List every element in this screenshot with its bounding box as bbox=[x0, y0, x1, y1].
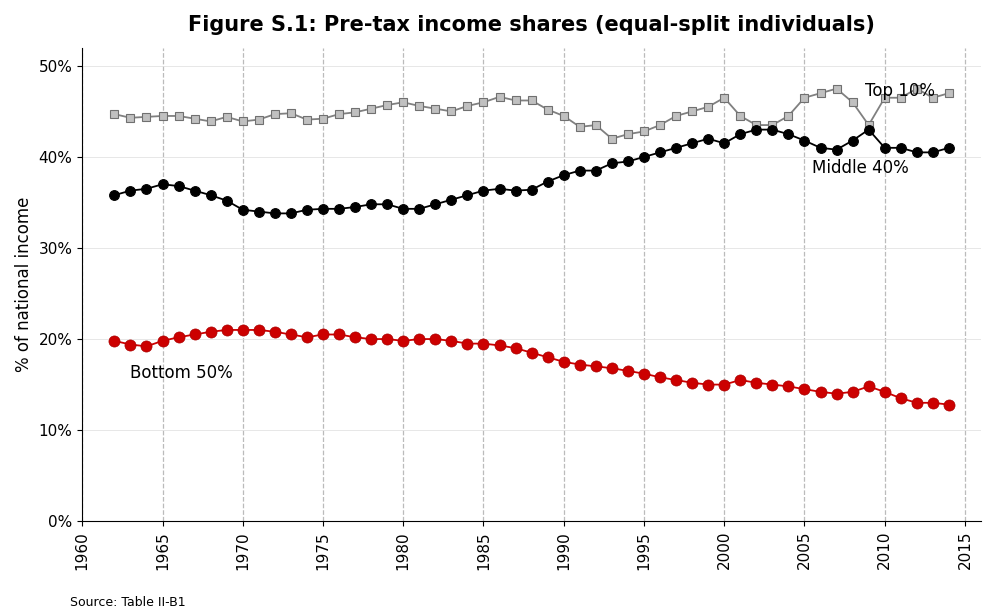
Text: Source: Table II-B1: Source: Table II-B1 bbox=[70, 596, 185, 609]
Y-axis label: % of national income: % of national income bbox=[15, 197, 33, 372]
Text: Top 10%: Top 10% bbox=[866, 82, 935, 100]
Text: Middle 40%: Middle 40% bbox=[813, 159, 909, 177]
Title: Figure S.1: Pre-tax income shares (equal-split individuals): Figure S.1: Pre-tax income shares (equal… bbox=[188, 15, 875, 35]
Text: Bottom 50%: Bottom 50% bbox=[130, 364, 233, 382]
